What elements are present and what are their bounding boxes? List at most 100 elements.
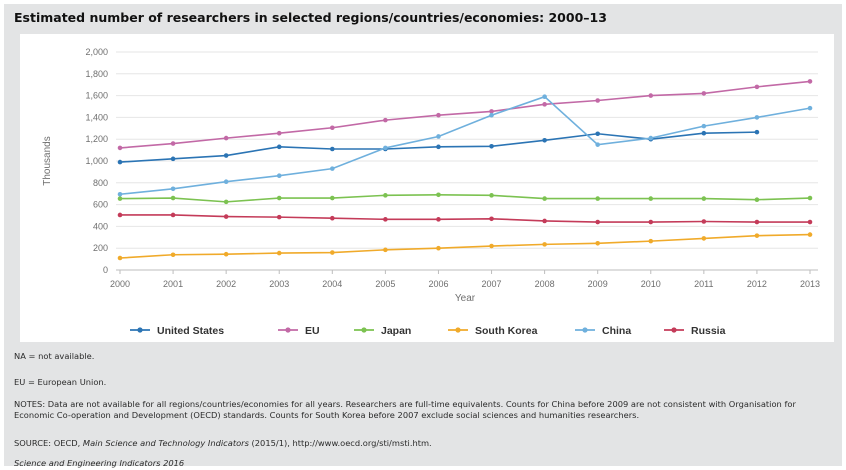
data-point-china: [436, 134, 441, 139]
legend-label: Russia: [691, 325, 726, 337]
legend-swatch-marker: [582, 327, 588, 333]
data-point-japan: [383, 193, 388, 198]
data-point-russia: [436, 217, 441, 222]
x-tick-label: 2008: [535, 279, 555, 289]
data-point-united-states: [170, 156, 176, 162]
x-tick-label: 2013: [800, 279, 820, 289]
data-point-japan: [170, 195, 176, 201]
x-tick-label: 2004: [322, 279, 342, 289]
y-tick-label: 2,000: [85, 47, 108, 57]
data-point-russia: [117, 212, 123, 218]
data-point-japan: [648, 196, 654, 201]
data-point-russia: [170, 212, 176, 218]
x-tick-label: 2010: [641, 279, 661, 289]
series-russia: [117, 212, 813, 225]
y-tick-label: 600: [93, 200, 108, 210]
data-point-japan: [223, 199, 229, 205]
source-suffix: (2015/1), http://www.oecd.org/sti/msti.h…: [248, 438, 432, 448]
data-point-united-states: [754, 129, 760, 135]
data-point-south-korea: [807, 232, 813, 237]
data-point-eu: [595, 98, 600, 103]
note-na: NA = not available.: [14, 351, 95, 361]
legend-label: South Korea: [475, 325, 538, 337]
legend-item-russia: Russia: [664, 325, 726, 337]
data-point-south-korea: [170, 252, 176, 258]
series-line-russia: [120, 214, 810, 223]
chart-title: Estimated number of researchers in selec…: [14, 10, 607, 25]
data-point-china: [330, 166, 335, 171]
legend-item-china: China: [575, 325, 631, 337]
data-point-eu: [807, 79, 813, 84]
data-point-south-korea: [648, 238, 654, 244]
data-point-united-states: [542, 137, 547, 143]
data-point-eu: [701, 91, 707, 96]
data-point-china: [542, 94, 547, 99]
series-eu: [117, 79, 813, 151]
data-point-united-states: [595, 131, 600, 137]
data-point-japan: [436, 192, 441, 198]
data-point-china: [701, 123, 707, 129]
data-point-russia: [648, 219, 654, 225]
data-point-russia: [276, 214, 282, 220]
series-lines: [117, 79, 813, 261]
legend-label: United States: [157, 325, 224, 337]
legend-swatch-marker: [671, 327, 677, 333]
legend-swatch-marker: [455, 327, 461, 333]
y-tick-label: 1,800: [85, 69, 108, 79]
data-point-china: [595, 142, 600, 147]
data-point-japan: [754, 197, 760, 202]
data-point-south-korea: [489, 243, 494, 249]
legend-label: Japan: [381, 325, 411, 337]
data-point-eu: [223, 135, 229, 141]
y-axis-label: Thousands: [42, 136, 53, 185]
data-point-united-states: [330, 146, 335, 152]
data-point-japan: [595, 196, 600, 201]
data-point-japan: [489, 193, 494, 198]
data-point-eu: [542, 102, 547, 107]
y-tick-label: 1,000: [85, 156, 108, 166]
data-point-south-korea: [595, 240, 600, 246]
data-point-russia: [701, 219, 707, 224]
x-tick-label: 2012: [747, 279, 767, 289]
x-tick-label: 2009: [588, 279, 608, 289]
data-point-russia: [595, 219, 600, 225]
data-point-russia: [223, 214, 229, 219]
data-point-china: [807, 105, 813, 111]
series-south-korea: [117, 232, 813, 261]
y-tick-label: 1,400: [85, 112, 108, 122]
y-tick-label: 200: [93, 243, 108, 253]
y-tick-label: 0: [103, 265, 108, 275]
data-point-china: [383, 145, 388, 151]
data-point-south-korea: [436, 245, 441, 251]
figure-frame: Estimated number of researchers in selec…: [4, 4, 842, 468]
legend-item-united-states: United States: [130, 325, 224, 337]
x-tick-label: 2005: [375, 279, 395, 289]
plot-panel: 0 200 400 600 800 1,000 1,200 1,400 1,600 1,800 2,…: [20, 34, 834, 342]
data-point-south-korea: [117, 255, 123, 261]
data-point-eu: [170, 141, 176, 146]
x-tick-label: 2007: [482, 279, 502, 289]
data-point-china: [754, 115, 760, 120]
data-point-russia: [489, 216, 494, 222]
line-chart: 0 200 400 600 800 1,000 1,200 1,400 1,600 1,800 2,…: [42, 47, 820, 337]
x-axis-label: Year: [455, 293, 476, 304]
y-tick-label: 400: [93, 221, 108, 231]
series-line-eu: [119, 80, 811, 149]
data-point-eu: [276, 130, 282, 136]
series-line-japan: [119, 193, 811, 203]
series-china: [117, 94, 813, 197]
data-point-japan: [276, 195, 282, 201]
data-point-russia: [754, 219, 760, 225]
data-point-china: [276, 173, 282, 179]
data-point-japan: [701, 196, 707, 201]
data-point-eu: [754, 84, 760, 90]
data-point-south-korea: [383, 247, 388, 253]
data-point-china: [117, 191, 123, 197]
data-point-south-korea: [223, 251, 229, 257]
data-point-united-states: [117, 159, 123, 165]
data-point-eu: [383, 117, 388, 123]
x-tick-label: 2001: [163, 279, 183, 289]
data-point-russia: [383, 217, 388, 222]
x-tick-label: 2002: [216, 279, 236, 289]
data-point-japan: [117, 196, 123, 201]
